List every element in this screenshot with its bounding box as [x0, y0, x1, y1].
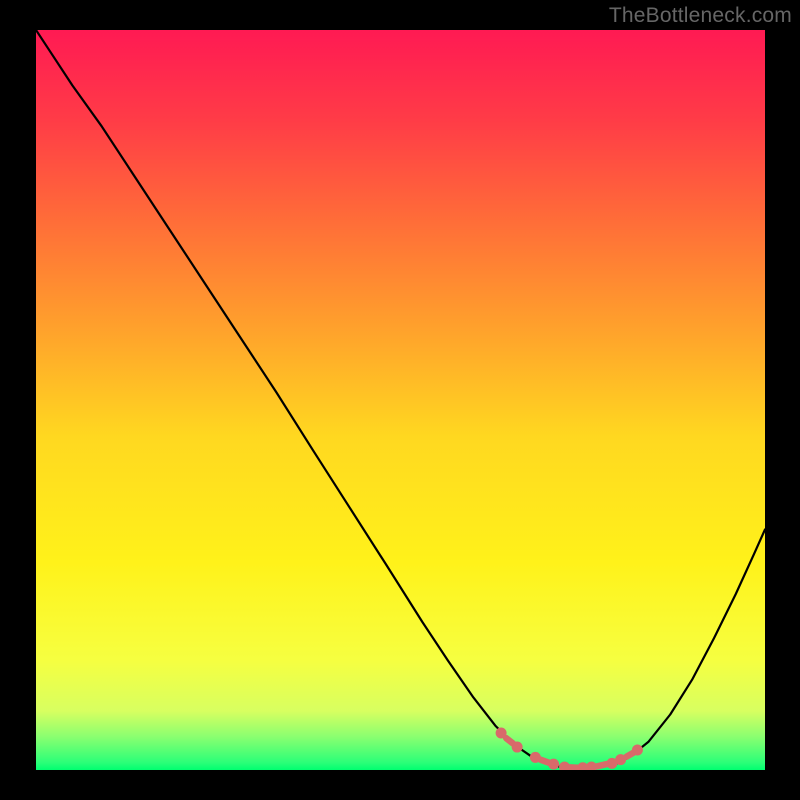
- chart-plot-area: [36, 30, 765, 770]
- watermark-text: TheBottleneck.com: [609, 4, 792, 28]
- chart-background-gradient: [36, 30, 765, 770]
- bottleneck-curve-chart: [36, 30, 765, 770]
